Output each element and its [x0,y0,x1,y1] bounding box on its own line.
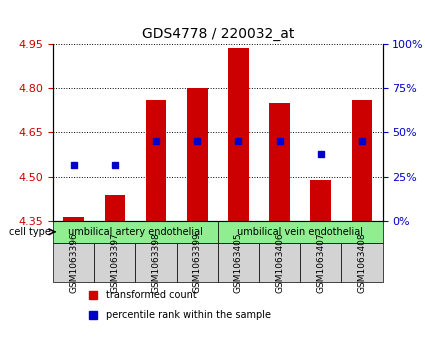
Bar [63,217,84,221]
FancyBboxPatch shape [259,243,300,282]
FancyBboxPatch shape [341,243,382,282]
FancyBboxPatch shape [218,243,259,282]
FancyBboxPatch shape [53,221,218,243]
Text: umbilical artery endothelial: umbilical artery endothelial [68,227,203,237]
Text: cell type: cell type [9,227,51,237]
FancyBboxPatch shape [53,243,94,282]
Bar [146,100,166,221]
FancyBboxPatch shape [218,221,382,243]
Text: GSM1063407: GSM1063407 [316,232,325,293]
Text: GSM1063396: GSM1063396 [69,232,78,293]
Text: GSM1063406: GSM1063406 [275,232,284,293]
Text: GSM1063408: GSM1063408 [357,232,366,293]
Text: umbilical vein endothelial: umbilical vein endothelial [237,227,363,237]
FancyBboxPatch shape [136,243,177,282]
Bar [187,88,207,221]
Bar [228,48,249,221]
FancyBboxPatch shape [300,243,341,282]
Text: GSM1063399: GSM1063399 [193,232,202,293]
Text: GSM1063398: GSM1063398 [152,232,161,293]
Title: GDS4778 / 220032_at: GDS4778 / 220032_at [142,27,294,41]
FancyBboxPatch shape [177,243,218,282]
Bar [351,100,372,221]
FancyBboxPatch shape [94,243,136,282]
Bar [310,180,331,221]
Text: transformed count: transformed count [106,290,197,299]
Text: percentile rank within the sample: percentile rank within the sample [106,310,271,320]
Bar [269,103,290,221]
Bar [105,195,125,221]
Text: GSM1063397: GSM1063397 [110,232,119,293]
Text: GSM1063405: GSM1063405 [234,232,243,293]
